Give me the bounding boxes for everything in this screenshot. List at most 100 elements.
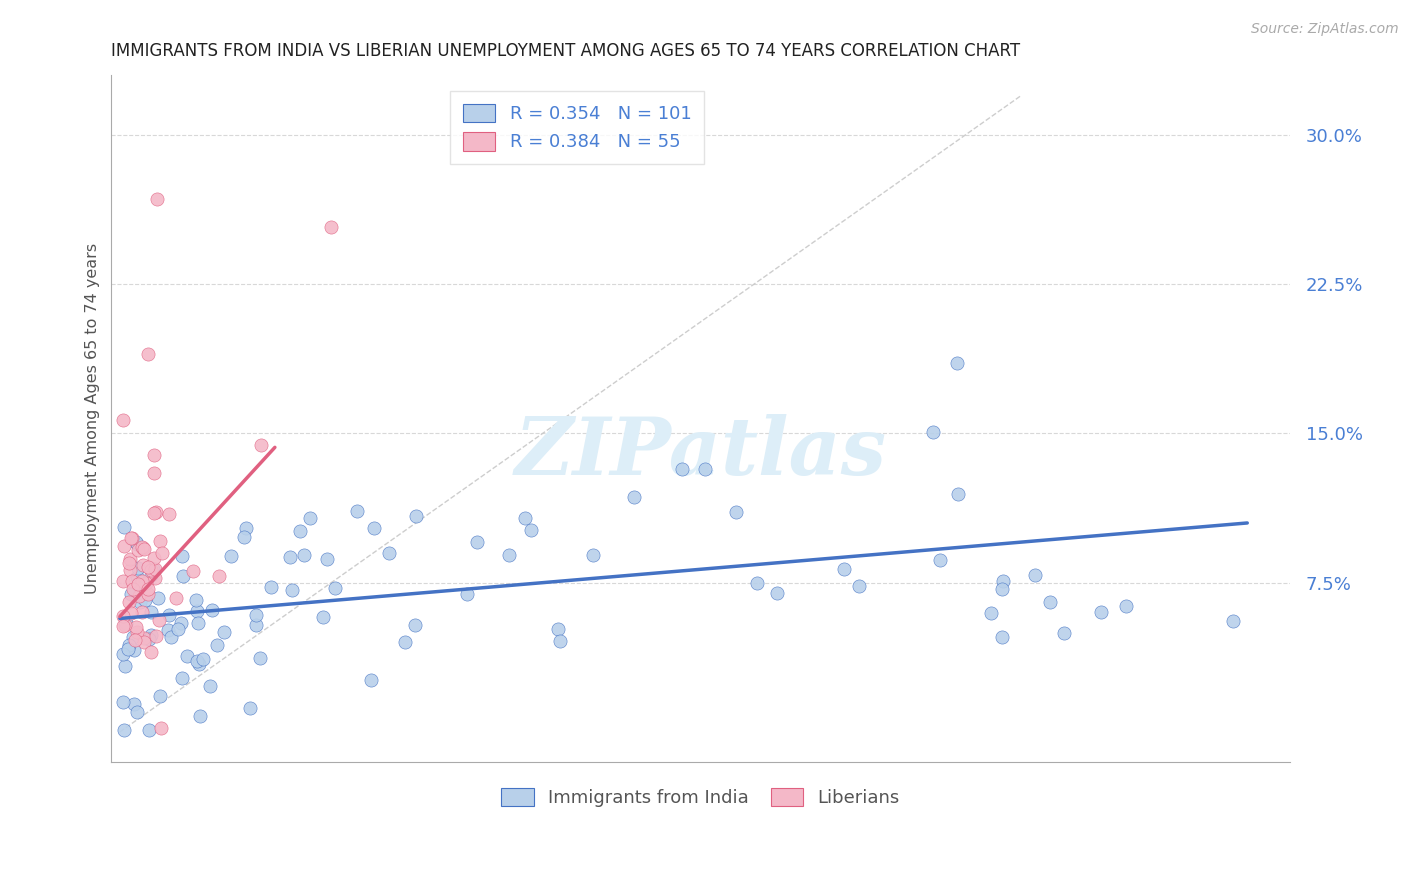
Point: [125, 705, 148, 719]
Point: [929, 553, 952, 567]
Point: [547, 622, 569, 636]
Point: [142, 467, 165, 481]
Point: [165, 591, 187, 605]
Point: [120, 552, 142, 566]
Point: [145, 505, 167, 519]
Point: [290, 524, 312, 538]
Point: [118, 556, 141, 570]
Point: [145, 629, 167, 643]
Text: IMMIGRANTS FROM INDIA VS LIBERIAN UNEMPLOYMENT AMONG AGES 65 TO 74 YEARS CORRELA: IMMIGRANTS FROM INDIA VS LIBERIAN UNEMPL…: [111, 42, 1021, 60]
Point: [245, 607, 267, 622]
Point: [138, 723, 160, 737]
Point: [249, 438, 271, 452]
Point: [112, 539, 135, 553]
Point: [132, 632, 155, 646]
Point: [581, 548, 603, 562]
Point: [125, 625, 148, 640]
Point: [111, 574, 134, 589]
Point: [498, 548, 520, 562]
Point: [149, 533, 172, 548]
Point: [922, 425, 945, 439]
Point: [132, 541, 155, 555]
Point: [142, 562, 165, 576]
Point: [170, 671, 193, 685]
Point: [166, 622, 188, 636]
Point: [187, 616, 209, 631]
Point: [138, 632, 160, 646]
Point: [127, 577, 149, 591]
Point: [172, 569, 194, 583]
Point: [186, 603, 208, 617]
Point: [120, 531, 142, 545]
Point: [186, 654, 208, 668]
Point: [122, 582, 145, 596]
Point: [456, 587, 478, 601]
Point: [131, 541, 153, 555]
Point: [160, 630, 183, 644]
Point: [299, 511, 322, 525]
Point: [112, 619, 135, 633]
Point: [363, 521, 385, 535]
Point: [766, 585, 789, 599]
Y-axis label: Unemployment Among Ages 65 to 74 years: Unemployment Among Ages 65 to 74 years: [86, 243, 100, 594]
Point: [150, 546, 173, 560]
Point: [201, 603, 224, 617]
Point: [124, 632, 146, 647]
Point: [157, 508, 180, 522]
Point: [394, 635, 416, 649]
Point: [111, 695, 134, 709]
Point: [127, 542, 149, 557]
Point: [111, 609, 134, 624]
Point: [360, 673, 382, 688]
Point: [148, 613, 170, 627]
Point: [172, 549, 194, 563]
Point: [143, 571, 166, 585]
Point: [176, 649, 198, 664]
Point: [233, 530, 256, 544]
Point: [281, 583, 304, 598]
Point: [124, 535, 146, 549]
Point: [122, 643, 145, 657]
Point: [548, 633, 571, 648]
Point: [1053, 626, 1076, 640]
Point: [114, 658, 136, 673]
Point: [1024, 567, 1046, 582]
Point: [129, 595, 152, 609]
Point: [131, 605, 153, 619]
Point: [149, 721, 172, 735]
Point: [139, 628, 162, 642]
Text: Source: ZipAtlas.com: Source: ZipAtlas.com: [1251, 22, 1399, 37]
Point: [128, 588, 150, 602]
Point: [114, 617, 136, 632]
Point: [142, 448, 165, 462]
Point: [121, 630, 143, 644]
Point: [136, 347, 159, 361]
Point: [121, 532, 143, 546]
Point: [188, 657, 211, 671]
Point: [519, 523, 541, 537]
Point: [513, 511, 536, 525]
Point: [118, 594, 141, 608]
Point: [260, 580, 283, 594]
Point: [139, 606, 162, 620]
Point: [145, 192, 167, 206]
Point: [378, 546, 401, 560]
Point: [184, 592, 207, 607]
Point: [127, 561, 149, 575]
Point: [128, 589, 150, 603]
Point: [623, 491, 645, 505]
Point: [207, 569, 229, 583]
Point: [405, 509, 427, 524]
Point: [122, 697, 145, 711]
Point: [121, 574, 143, 588]
Point: [991, 630, 1014, 644]
Point: [235, 520, 257, 534]
Point: [946, 356, 969, 370]
Point: [135, 575, 157, 590]
Point: [188, 709, 211, 723]
Point: [693, 462, 716, 476]
Point: [139, 645, 162, 659]
Point: [198, 679, 221, 693]
Point: [127, 570, 149, 584]
Point: [1115, 599, 1137, 614]
